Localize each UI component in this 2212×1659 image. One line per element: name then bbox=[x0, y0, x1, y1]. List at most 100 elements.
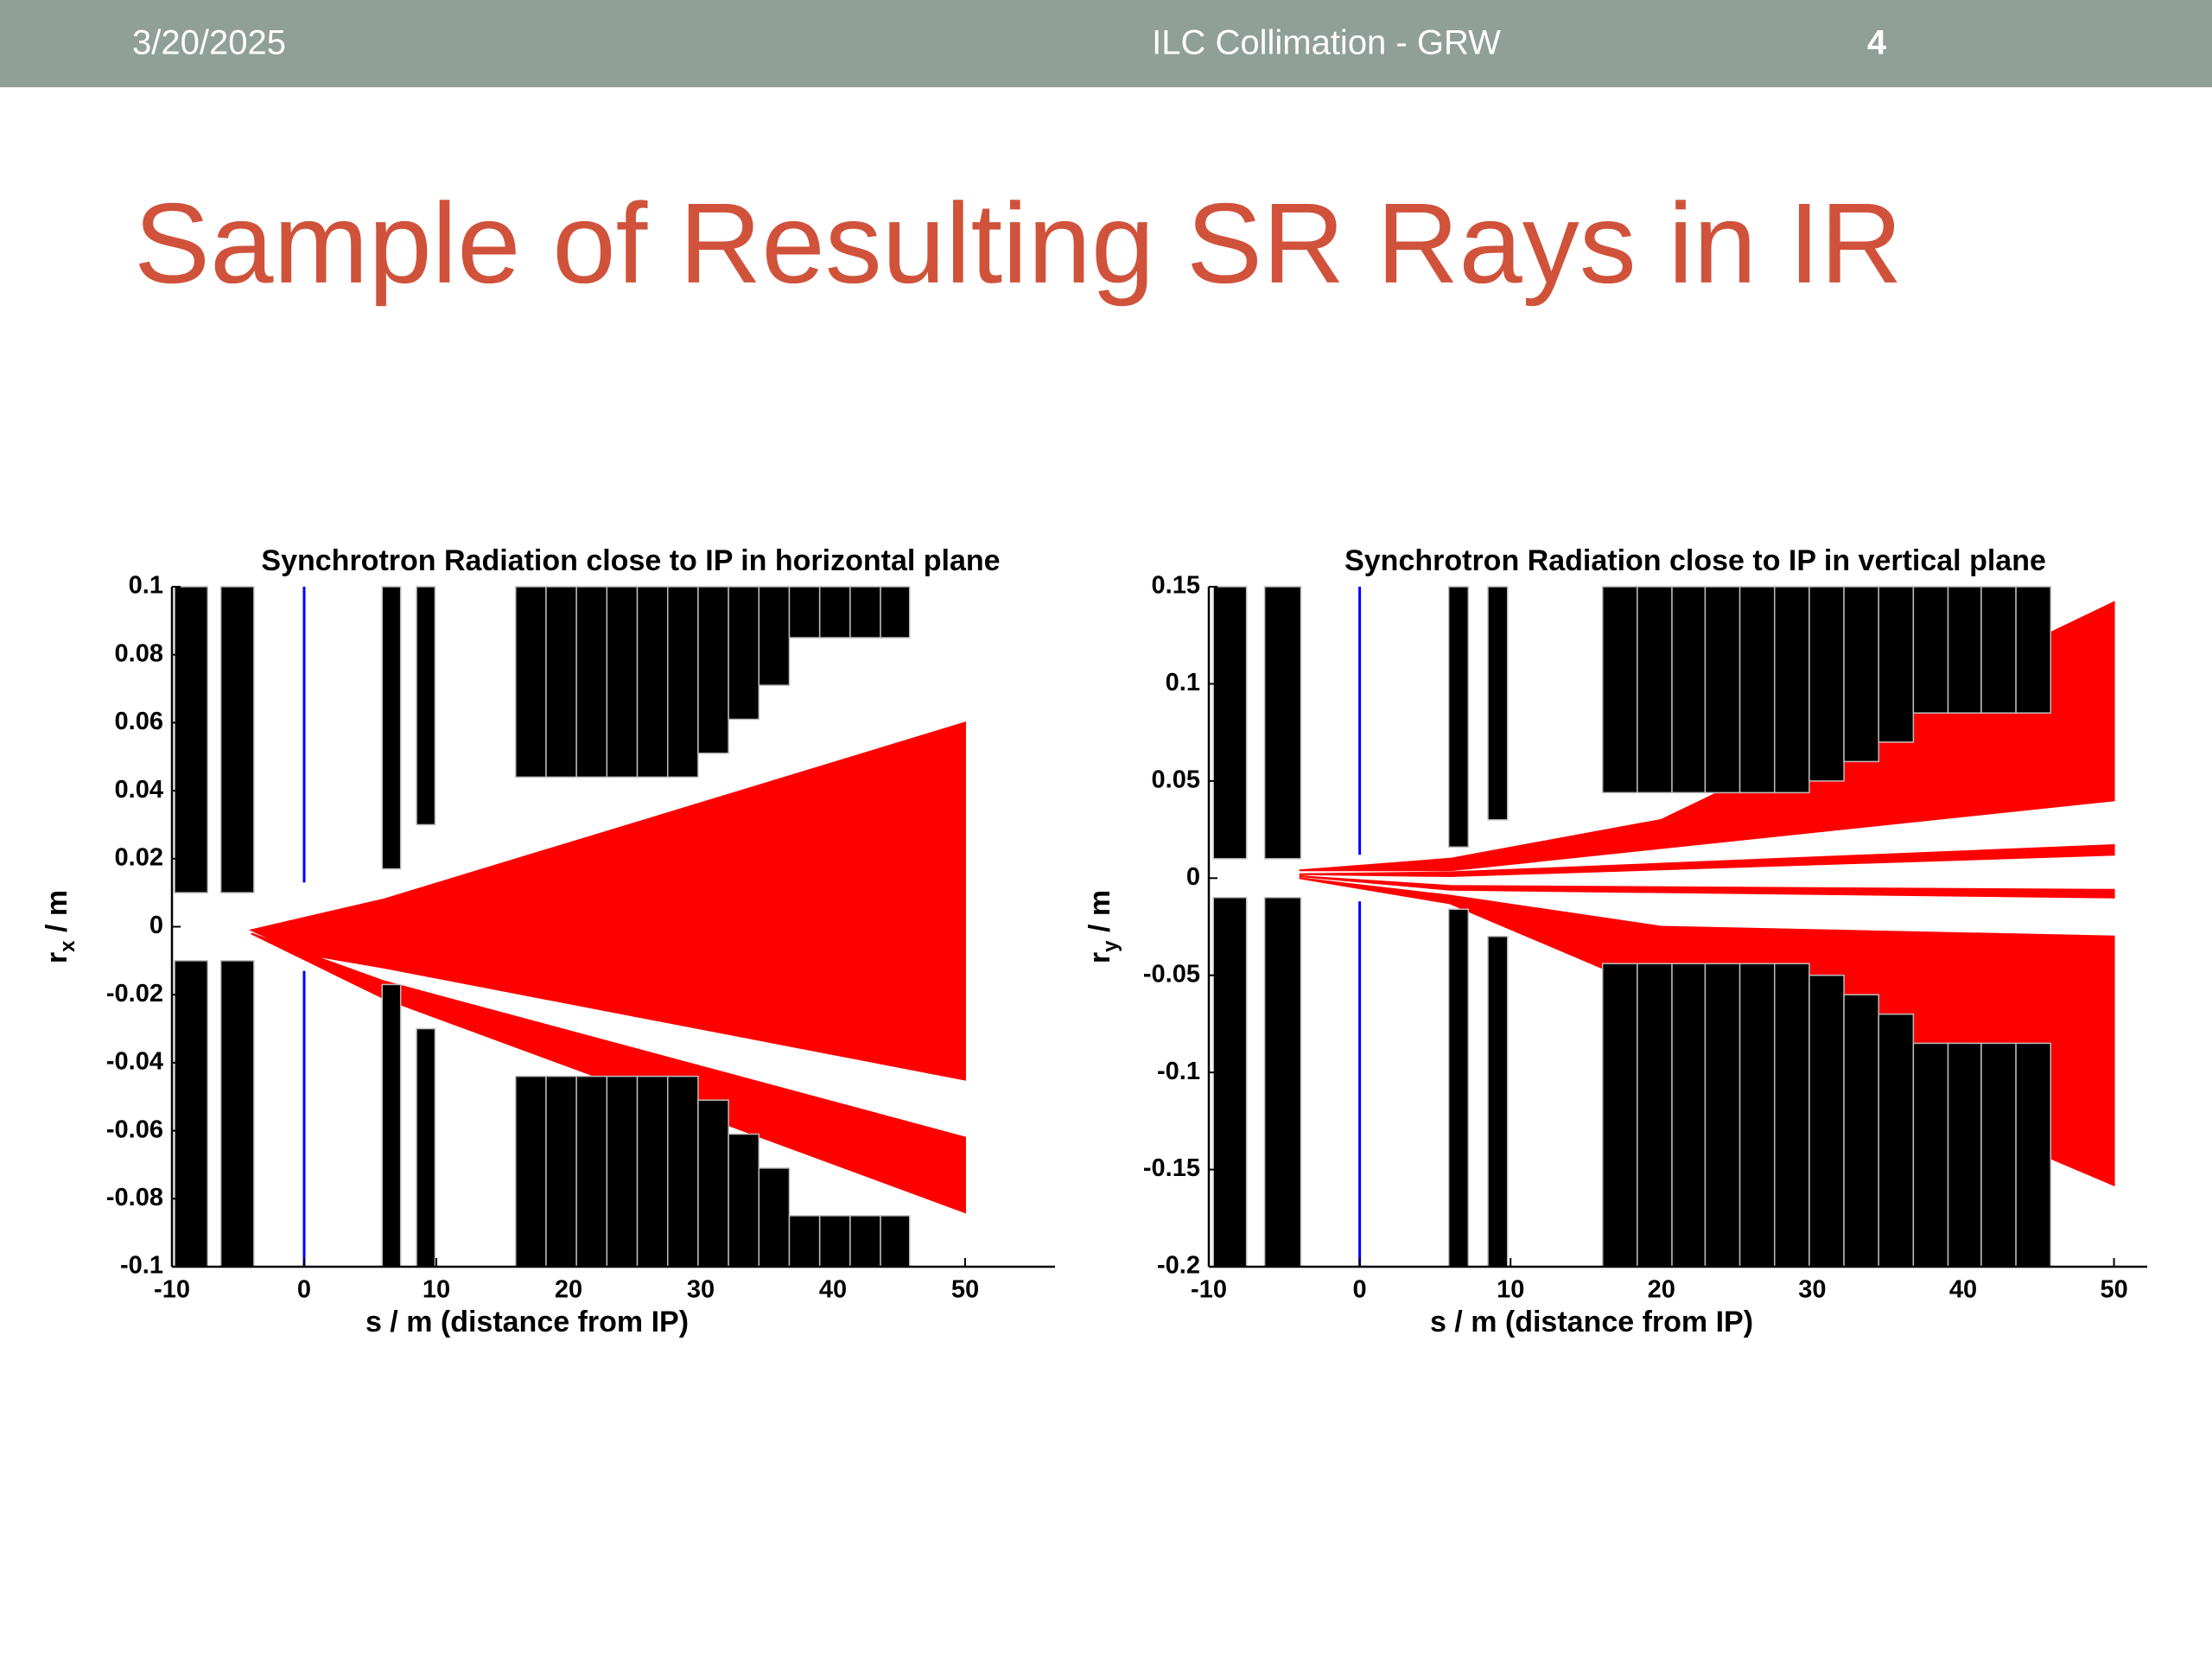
aperture-lower bbox=[1808, 974, 1845, 1268]
aperture-lower bbox=[1263, 897, 1302, 1268]
x-tick-label: -10 bbox=[154, 1276, 190, 1304]
y-tick-label: 0.1 bbox=[129, 572, 163, 600]
aperture-upper bbox=[1738, 586, 1776, 794]
chart: -10 0 10 20 30 40 50 0.1 0.08 0.06 0.04 0.02 0 -0.02 -… bbox=[41, 544, 1055, 1338]
x-tick-label: 10 bbox=[423, 1276, 450, 1304]
chart-title: Synchrotron Radiation close to IP in hor… bbox=[261, 544, 1000, 577]
ray-fan bbox=[1299, 844, 2115, 878]
aperture-upper bbox=[758, 586, 791, 686]
aperture-upper bbox=[666, 586, 699, 779]
aperture-lower bbox=[1487, 935, 1509, 1268]
slide-title: Sample of Resulting SR Rays in IR bbox=[134, 180, 1903, 307]
chart-title: Synchrotron Radiation close to IP in ver… bbox=[1344, 544, 2046, 577]
aperture-upper bbox=[1263, 586, 1302, 860]
aperture-lower bbox=[788, 1215, 821, 1268]
aperture-upper bbox=[1773, 586, 1810, 794]
aperture-upper bbox=[1808, 586, 1845, 782]
y-tick-label: -0.2 bbox=[1157, 1252, 1200, 1280]
ray-fan bbox=[1299, 877, 2115, 1187]
x-tick-label: 50 bbox=[951, 1276, 979, 1304]
y-tick-label: 0 bbox=[149, 912, 163, 939]
header-bar bbox=[0, 0, 2212, 87]
aperture-upper bbox=[1601, 586, 1638, 794]
y-tick-label: -0.1 bbox=[1157, 1058, 1200, 1085]
y-tick-label: -0.08 bbox=[106, 1184, 163, 1211]
y-label-unit: / m bbox=[1084, 890, 1116, 941]
x-tick-label: 30 bbox=[687, 1276, 715, 1304]
aperture-upper bbox=[1878, 586, 1915, 743]
aperture-upper bbox=[545, 586, 577, 779]
aperture-lower bbox=[1704, 963, 1741, 1268]
aperture-lower bbox=[545, 1075, 577, 1268]
ray-fan bbox=[251, 932, 966, 1214]
aperture-upper bbox=[849, 586, 881, 639]
aperture-lower bbox=[1447, 908, 1470, 1268]
aperture-upper bbox=[818, 586, 851, 639]
ray-fan bbox=[1299, 875, 2115, 899]
aperture-upper bbox=[880, 586, 911, 639]
aperture-lower bbox=[666, 1075, 699, 1268]
aperture-upper bbox=[1912, 586, 1949, 714]
x-tick-label: 0 bbox=[297, 1276, 311, 1304]
y-tick-label: 0.06 bbox=[115, 708, 163, 735]
aperture-lower bbox=[1912, 1042, 1949, 1268]
x-tick-label: 0 bbox=[1353, 1276, 1367, 1304]
aperture-lower bbox=[381, 983, 402, 1268]
aperture-upper bbox=[2015, 586, 2052, 714]
aperture-lower bbox=[1980, 1042, 2017, 1268]
aperture-upper bbox=[1671, 586, 1707, 794]
x-tick-label: -10 bbox=[1191, 1276, 1227, 1304]
y-tick-label: -0.04 bbox=[106, 1048, 163, 1076]
aperture-lower bbox=[1637, 963, 1673, 1268]
aperture-upper bbox=[515, 586, 547, 779]
aperture-lower bbox=[636, 1075, 669, 1268]
y-tick-label: -0.15 bbox=[1143, 1154, 1200, 1182]
x-tick-label: 40 bbox=[1949, 1276, 1977, 1304]
aperture-upper bbox=[1843, 586, 1879, 763]
x-tick-label: 30 bbox=[1798, 1276, 1826, 1304]
x-axis-label: s / m (distance from IP) bbox=[365, 1306, 689, 1338]
aperture-upper bbox=[606, 586, 639, 779]
aperture-upper bbox=[1487, 586, 1509, 821]
aperture-upper bbox=[728, 586, 760, 721]
aperture-upper bbox=[1704, 586, 1741, 794]
x-axis-label: s / m (distance from IP) bbox=[1430, 1306, 1753, 1338]
y-label-sub: x bbox=[56, 940, 79, 952]
aperture-lower bbox=[219, 960, 255, 1268]
y-label-sub: y bbox=[1099, 940, 1122, 952]
aperture-upper bbox=[219, 586, 255, 893]
aperture-lower bbox=[174, 960, 209, 1268]
aperture-lower bbox=[728, 1133, 760, 1268]
aperture-upper bbox=[1447, 586, 1470, 849]
header-date: 3/20/2025 bbox=[132, 24, 286, 62]
aperture-lower bbox=[606, 1075, 639, 1268]
y-tick-label: 0.05 bbox=[1152, 766, 1200, 794]
ray-fan bbox=[1299, 601, 2115, 872]
x-tick-label: 10 bbox=[1497, 1276, 1524, 1304]
y-tick-label: -0.02 bbox=[106, 980, 163, 1007]
header-footer: ILC Collimation - GRW bbox=[1152, 24, 1501, 62]
aperture-upper bbox=[1947, 586, 1982, 714]
y-axis-label: ry / m bbox=[1084, 890, 1122, 963]
aperture-lower bbox=[818, 1215, 851, 1268]
x-tick-label: 20 bbox=[555, 1276, 582, 1304]
aperture-lower bbox=[416, 1027, 436, 1268]
aperture-upper bbox=[636, 586, 669, 779]
aperture-upper bbox=[575, 586, 608, 779]
y-tick-label: 0.15 bbox=[1152, 572, 1200, 600]
aperture-lower bbox=[2015, 1042, 2052, 1268]
aperture-lower bbox=[1773, 963, 1810, 1268]
aperture-upper bbox=[697, 586, 729, 754]
aperture-lower bbox=[697, 1099, 729, 1268]
y-tick-label: -0.1 bbox=[120, 1252, 163, 1280]
aperture-upper bbox=[1637, 586, 1673, 794]
aperture-lower bbox=[1671, 963, 1707, 1268]
aperture-lower bbox=[1212, 897, 1248, 1268]
aperture-lower bbox=[1601, 963, 1638, 1268]
page-number: 4 bbox=[1867, 24, 1887, 62]
y-axis-label: rx / m bbox=[41, 890, 79, 963]
x-tick-label: 20 bbox=[1648, 1276, 1675, 1304]
y-tick-label: 0.02 bbox=[115, 843, 163, 871]
y-label-unit: / m bbox=[41, 890, 73, 941]
